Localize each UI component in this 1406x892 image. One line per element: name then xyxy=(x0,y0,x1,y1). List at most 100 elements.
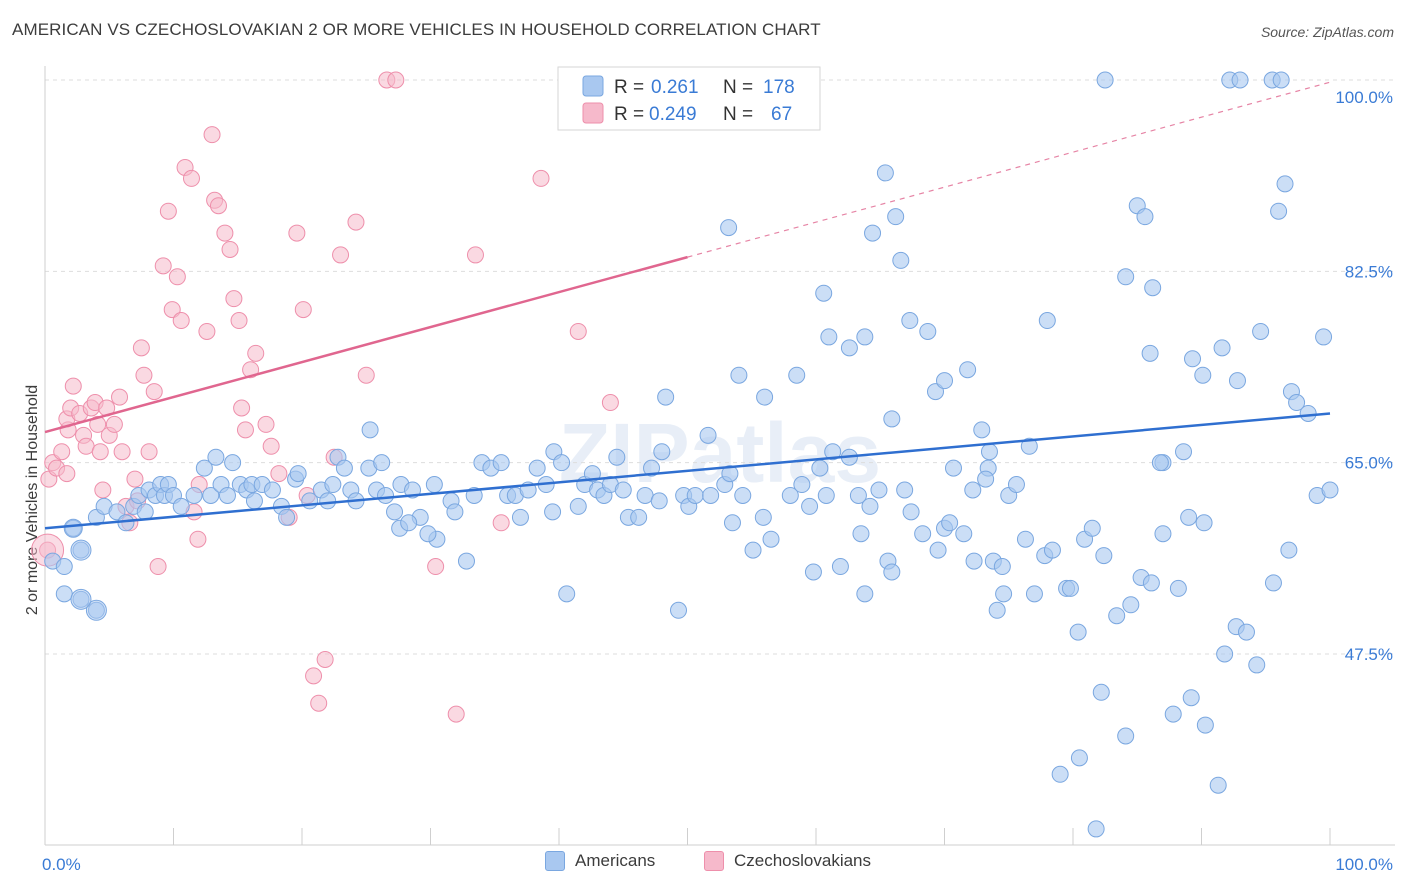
american-point xyxy=(840,339,858,357)
legend-n-label-american: N = xyxy=(723,77,753,98)
czech-point xyxy=(347,213,365,231)
czech-point xyxy=(332,246,350,264)
czech-point xyxy=(64,377,82,395)
czech-point xyxy=(492,514,510,532)
czech-point xyxy=(149,558,167,576)
american-point xyxy=(1280,541,1298,559)
y-tick-label: 100.0% xyxy=(1335,88,1393,107)
american-point xyxy=(1264,574,1282,592)
american-point xyxy=(218,486,236,504)
czech-point xyxy=(154,257,172,275)
american-point xyxy=(723,514,741,532)
american-point xyxy=(892,251,910,269)
american-point xyxy=(1252,322,1270,340)
x-tick-label: 0.0% xyxy=(42,855,81,874)
american-point xyxy=(1025,585,1043,603)
american-point xyxy=(1108,607,1126,625)
czech-point xyxy=(111,388,129,406)
czech-point xyxy=(532,169,550,187)
american-point xyxy=(820,328,838,346)
american-point xyxy=(686,486,704,504)
american-point xyxy=(643,459,661,477)
american-point xyxy=(278,508,296,526)
czech-point xyxy=(262,437,280,455)
american-point xyxy=(756,388,774,406)
american-point xyxy=(883,410,901,428)
american-point xyxy=(1184,350,1202,368)
american-point xyxy=(919,322,937,340)
american-point xyxy=(361,421,379,439)
american-point xyxy=(608,448,626,466)
american-point xyxy=(965,552,983,570)
american-point xyxy=(195,459,213,477)
american-point xyxy=(901,312,919,330)
czech-point xyxy=(53,443,71,461)
american-point-large xyxy=(70,539,92,561)
american-point xyxy=(400,514,418,532)
american-point xyxy=(446,503,464,521)
czech-point xyxy=(94,481,112,499)
american-point xyxy=(55,558,73,576)
american-point xyxy=(754,508,772,526)
czech-point xyxy=(168,268,186,286)
czech-point xyxy=(77,437,95,455)
american-point xyxy=(1154,525,1172,543)
american-point xyxy=(1016,530,1034,548)
american-point xyxy=(1122,596,1140,614)
american-point xyxy=(544,503,562,521)
american-point xyxy=(202,486,220,504)
american-point xyxy=(815,284,833,302)
american-point-large xyxy=(85,599,107,621)
czech-point xyxy=(132,339,150,357)
american-point xyxy=(457,552,475,570)
czech-point xyxy=(233,399,251,417)
czech-point xyxy=(91,443,109,461)
american-point xyxy=(762,530,780,548)
american-point xyxy=(1169,579,1187,597)
american-point xyxy=(876,164,894,182)
american-point xyxy=(1007,476,1025,494)
legend-item-czechoslovakians[interactable]: Czechoslovakians xyxy=(704,851,871,871)
american-point xyxy=(650,492,668,510)
legend-item-americans[interactable]: Americans xyxy=(545,851,655,871)
american-point xyxy=(377,486,395,504)
american-point xyxy=(1175,443,1193,461)
y-tick-label: 65.0% xyxy=(1345,454,1393,473)
czech-point xyxy=(288,224,306,242)
american-point xyxy=(1237,623,1255,641)
american-point xyxy=(1117,727,1135,745)
american-point xyxy=(630,508,648,526)
czech-point xyxy=(357,366,375,384)
american-point xyxy=(207,448,225,466)
american-point xyxy=(245,492,263,510)
legend-n-value-czech: 67 xyxy=(771,104,792,125)
american-point xyxy=(995,585,1013,603)
czech-point xyxy=(447,705,465,723)
legend-n-value-american: 178 xyxy=(763,77,795,98)
american-point xyxy=(1070,749,1088,767)
czech-point xyxy=(569,322,587,340)
american-point xyxy=(1141,344,1159,362)
american-point xyxy=(1151,454,1169,472)
czech-point xyxy=(189,530,207,548)
american-point xyxy=(553,454,571,472)
american-point xyxy=(55,585,73,603)
american-point xyxy=(1315,328,1333,346)
american-point xyxy=(185,486,203,504)
czech-point xyxy=(209,197,227,215)
american-point xyxy=(936,372,953,390)
legend-r-value-czech: 0.249 xyxy=(649,104,697,125)
american-points xyxy=(44,71,1339,838)
american-point xyxy=(864,224,882,242)
american-point xyxy=(980,443,998,461)
source-label: Source: ZipAtlas.com xyxy=(1260,24,1394,40)
american-point xyxy=(1087,820,1105,838)
american-point xyxy=(653,443,671,461)
y-tick-label: 82.5% xyxy=(1345,262,1393,281)
czech-point xyxy=(163,301,181,319)
american-point xyxy=(1136,208,1154,226)
legend-r-value-american: 0.261 xyxy=(651,77,699,98)
czech-point xyxy=(310,694,328,712)
american-point xyxy=(793,476,811,494)
